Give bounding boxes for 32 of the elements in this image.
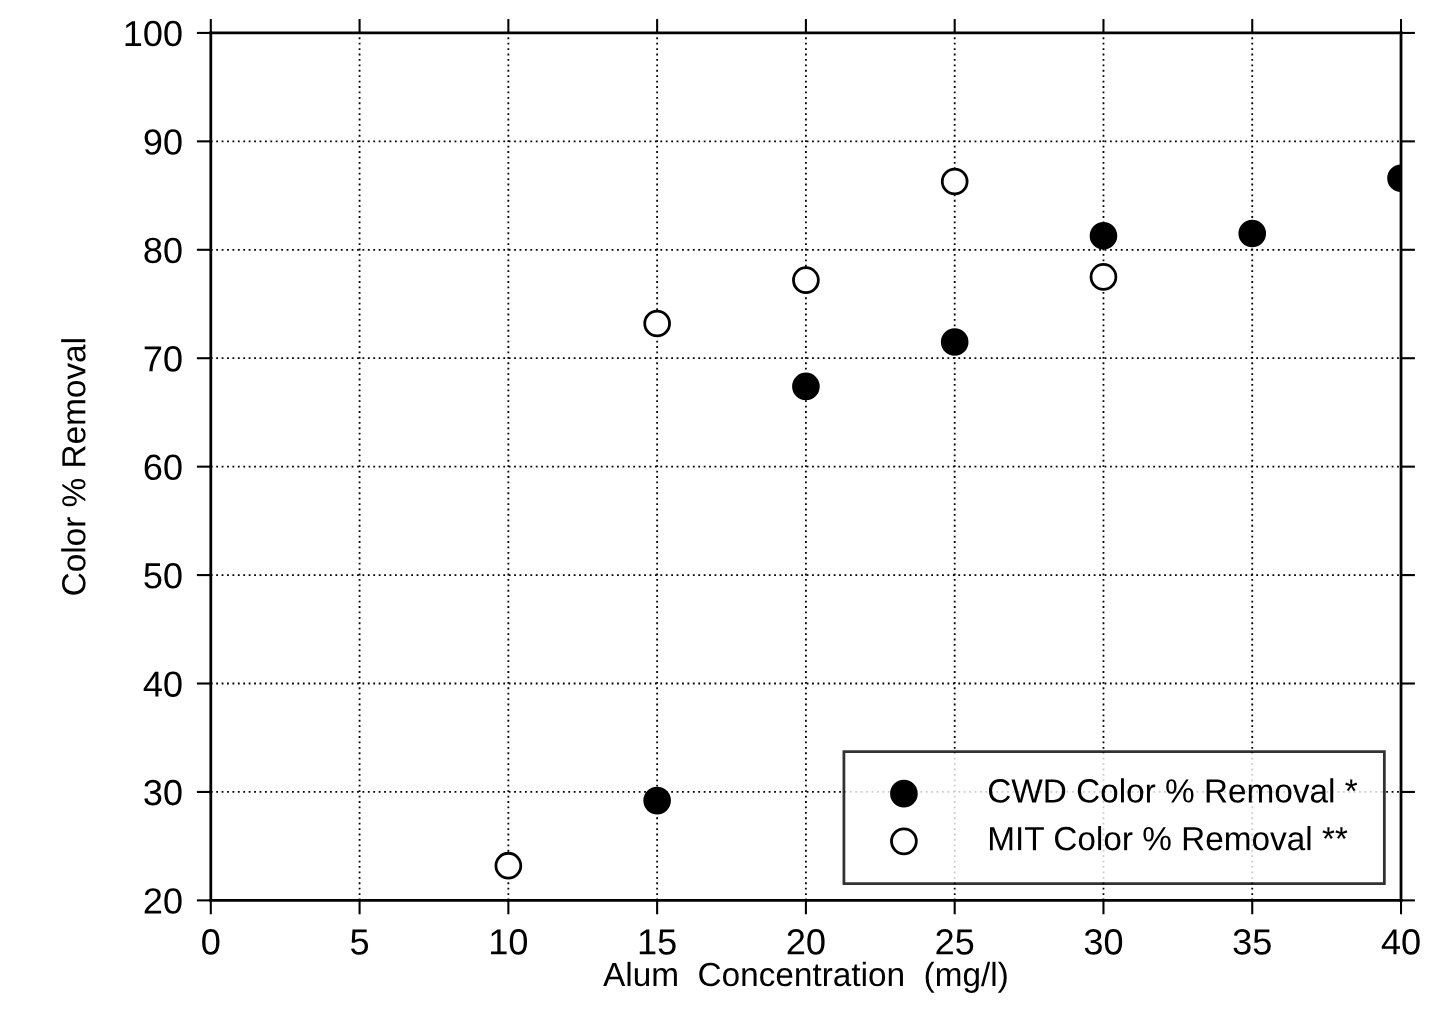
legend-label: CWD Color % Removal * xyxy=(988,778,1358,803)
y-tick-label: 50 xyxy=(144,562,182,589)
point xyxy=(643,786,671,815)
y-tick-label: 80 xyxy=(144,237,182,264)
point xyxy=(940,328,969,356)
legend-label: MIT Color % Removal ** xyxy=(989,825,1348,851)
y-tick-label: 60 xyxy=(144,454,182,481)
point xyxy=(940,167,969,196)
x-tick-label: 25 xyxy=(936,929,974,955)
x-tick-label: 30 xyxy=(1084,929,1123,955)
point xyxy=(643,309,671,338)
point xyxy=(494,851,523,880)
x-tick-label: 5 xyxy=(350,929,369,955)
point xyxy=(1089,221,1118,250)
x-tick-label: 20 xyxy=(787,929,825,955)
point xyxy=(1089,263,1118,291)
x-tick-label: 0 xyxy=(202,929,220,955)
point xyxy=(792,372,820,401)
x-tick-label: 15 xyxy=(639,929,676,955)
x-axis-title: Alum Concentration (mg/l) xyxy=(603,961,1007,993)
point xyxy=(1238,219,1267,248)
y-tick-label: 40 xyxy=(143,671,182,697)
x-tick-label: 35 xyxy=(1233,929,1271,955)
y-axis-title: Color % Removal xyxy=(61,339,86,595)
y-tick-label: 90 xyxy=(144,129,182,155)
y-tick-label: 30 xyxy=(144,779,182,806)
y-tick-label: 70 xyxy=(144,346,182,372)
y-tick-label: 100 xyxy=(125,20,182,47)
x-tick-label: 10 xyxy=(491,929,528,955)
x-tick-label: 40 xyxy=(1381,929,1420,955)
point xyxy=(792,266,820,294)
y-tick-label: 20 xyxy=(144,888,182,914)
